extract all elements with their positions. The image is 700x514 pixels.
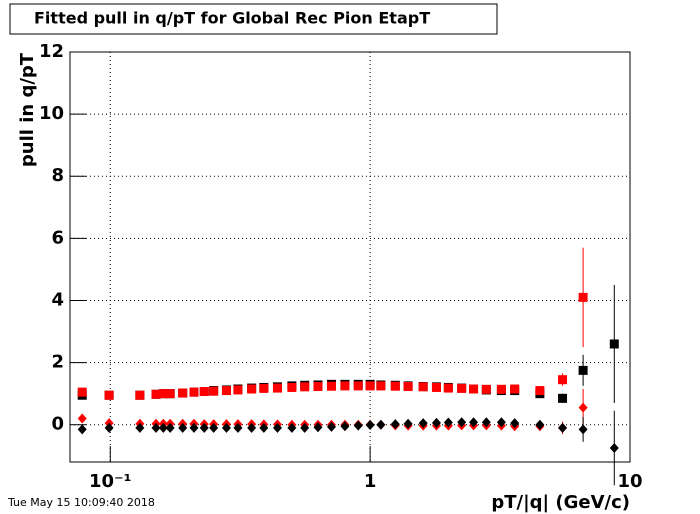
diamond-marker	[510, 418, 520, 429]
x-tick-label: 1	[364, 471, 377, 492]
square-marker	[272, 383, 282, 393]
square-marker	[558, 393, 568, 403]
square-marker	[151, 389, 161, 399]
diamond-marker	[300, 422, 310, 433]
y-axis-label: pull in q/pT	[17, 52, 38, 167]
diamond-marker	[418, 418, 428, 429]
square-marker	[165, 389, 175, 399]
square-marker	[300, 382, 310, 392]
diamond-marker	[578, 424, 588, 435]
square-marker	[558, 375, 568, 385]
square-marker	[443, 383, 453, 393]
diamond-marker	[443, 417, 453, 428]
diamond-marker	[578, 402, 588, 413]
y-tick-label: 2	[51, 352, 64, 373]
diamond-marker	[199, 422, 209, 433]
square-marker	[403, 382, 413, 392]
x-tick-label: 10⁻¹	[89, 471, 131, 492]
diamond-marker	[326, 421, 336, 432]
diamond-marker	[390, 419, 400, 430]
diamond-marker	[365, 420, 375, 431]
diamond-marker	[272, 422, 282, 433]
square-marker	[496, 384, 506, 394]
square-marker	[287, 382, 297, 392]
square-marker	[259, 383, 269, 393]
square-marker	[189, 387, 199, 397]
diamond-marker	[165, 422, 175, 433]
square-marker	[104, 390, 114, 400]
diamond-marker	[376, 419, 386, 430]
diamond-marker	[287, 422, 297, 433]
diamond-marker	[135, 422, 145, 433]
square-marker	[481, 384, 491, 394]
x-axis-label: pT/|q| (GeV/c)	[491, 492, 630, 513]
square-marker	[390, 381, 400, 391]
diamond-marker	[259, 422, 269, 433]
square-marker	[457, 383, 467, 393]
diamond-marker	[233, 422, 243, 433]
diamond-marker	[189, 422, 199, 433]
y-tick-label: 10	[39, 103, 64, 124]
square-marker	[135, 390, 145, 400]
square-marker	[199, 386, 209, 396]
diamond-marker	[481, 417, 491, 428]
square-marker	[77, 387, 87, 397]
diamond-marker	[609, 443, 619, 454]
diamond-marker	[151, 422, 161, 433]
y-tick-label: 6	[51, 227, 64, 248]
diamond-marker	[313, 422, 323, 433]
square-marker	[178, 388, 188, 398]
square-marker	[578, 292, 588, 302]
square-marker	[247, 384, 257, 394]
square-marker	[418, 382, 428, 392]
y-tick-label: 12	[39, 41, 64, 62]
square-marker	[365, 381, 375, 391]
square-marker	[209, 386, 219, 396]
plot-frame	[69, 51, 631, 463]
diamond-marker	[209, 422, 219, 433]
square-marker	[353, 381, 363, 391]
x-tick-label: 10	[617, 471, 642, 492]
square-marker	[376, 381, 386, 391]
diamond-marker	[178, 422, 188, 433]
title-box	[9, 3, 498, 35]
square-marker	[326, 381, 336, 391]
square-marker	[158, 389, 168, 399]
chart-title: Fitted pull in q/pT for Global Rec Pion …	[34, 9, 430, 28]
diamond-marker	[558, 422, 568, 433]
square-marker	[609, 339, 619, 349]
square-marker	[340, 381, 350, 391]
diamond-marker	[158, 422, 168, 433]
square-marker	[221, 386, 231, 396]
diamond-marker	[247, 422, 257, 433]
y-tick-label: 0	[51, 414, 64, 435]
y-tick-label: 4	[51, 289, 64, 310]
square-marker	[578, 365, 588, 375]
diamond-marker	[340, 421, 350, 432]
square-marker	[313, 382, 323, 392]
square-marker	[233, 385, 243, 395]
diamond-marker	[469, 417, 479, 428]
diamond-marker	[457, 417, 467, 428]
square-marker	[510, 384, 520, 394]
diamond-marker	[221, 422, 231, 433]
square-marker	[535, 386, 545, 396]
square-marker	[431, 382, 441, 392]
diamond-marker	[353, 420, 363, 431]
square-marker	[469, 384, 479, 394]
timestamp: Tue May 15 10:09:40 2018	[7, 496, 155, 509]
diamond-marker	[77, 424, 87, 435]
diamond-marker	[496, 417, 506, 428]
diamond-marker	[431, 417, 441, 428]
y-tick-label: 8	[51, 165, 64, 186]
diamond-marker	[535, 419, 545, 430]
diamond-marker	[77, 413, 87, 424]
diamond-marker	[104, 422, 114, 433]
diamond-marker	[403, 418, 413, 429]
